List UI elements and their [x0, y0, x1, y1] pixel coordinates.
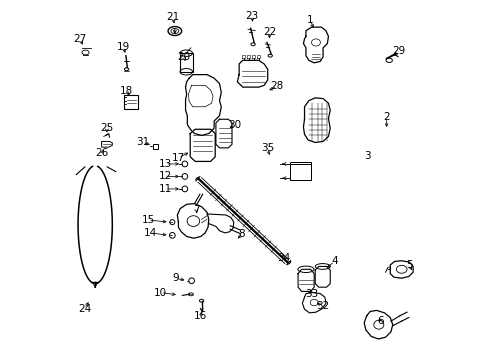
Text: 15: 15	[141, 215, 154, 225]
Text: 30: 30	[227, 120, 241, 130]
Text: 34: 34	[277, 253, 290, 263]
Text: 28: 28	[270, 81, 284, 91]
Text: 8: 8	[238, 229, 244, 239]
Text: 13: 13	[158, 159, 171, 169]
Text: 7: 7	[193, 205, 199, 215]
Text: 16: 16	[194, 311, 207, 321]
Text: 11: 11	[158, 184, 171, 194]
Text: 1: 1	[306, 15, 313, 25]
Bar	[124, 95, 138, 109]
Bar	[290, 162, 310, 180]
Text: 12: 12	[158, 171, 171, 181]
Ellipse shape	[282, 258, 290, 264]
Text: 5: 5	[406, 260, 412, 270]
Ellipse shape	[196, 177, 203, 183]
Text: 23: 23	[245, 11, 258, 21]
Text: 3: 3	[364, 151, 370, 161]
Text: 24: 24	[78, 303, 91, 314]
Text: 21: 21	[166, 13, 179, 22]
Text: 17: 17	[171, 153, 184, 163]
Text: 4: 4	[330, 256, 337, 266]
Text: 9: 9	[172, 273, 178, 283]
Bar	[152, 144, 158, 149]
Text: 31: 31	[136, 138, 149, 148]
Bar	[180, 53, 192, 72]
Text: 18: 18	[120, 86, 133, 96]
Text: 25: 25	[100, 123, 113, 133]
Text: 10: 10	[154, 288, 167, 297]
Text: 19: 19	[117, 42, 130, 52]
Text: 20: 20	[177, 52, 190, 62]
Text: 22: 22	[263, 27, 276, 37]
Text: 29: 29	[391, 46, 405, 57]
Text: 26: 26	[96, 148, 109, 158]
Text: 14: 14	[143, 228, 157, 238]
Text: 27: 27	[73, 34, 86, 44]
Text: 2: 2	[383, 112, 389, 122]
Text: 33: 33	[305, 289, 318, 298]
Text: 32: 32	[315, 301, 328, 311]
Text: 6: 6	[376, 316, 383, 326]
Text: 35: 35	[261, 143, 274, 153]
